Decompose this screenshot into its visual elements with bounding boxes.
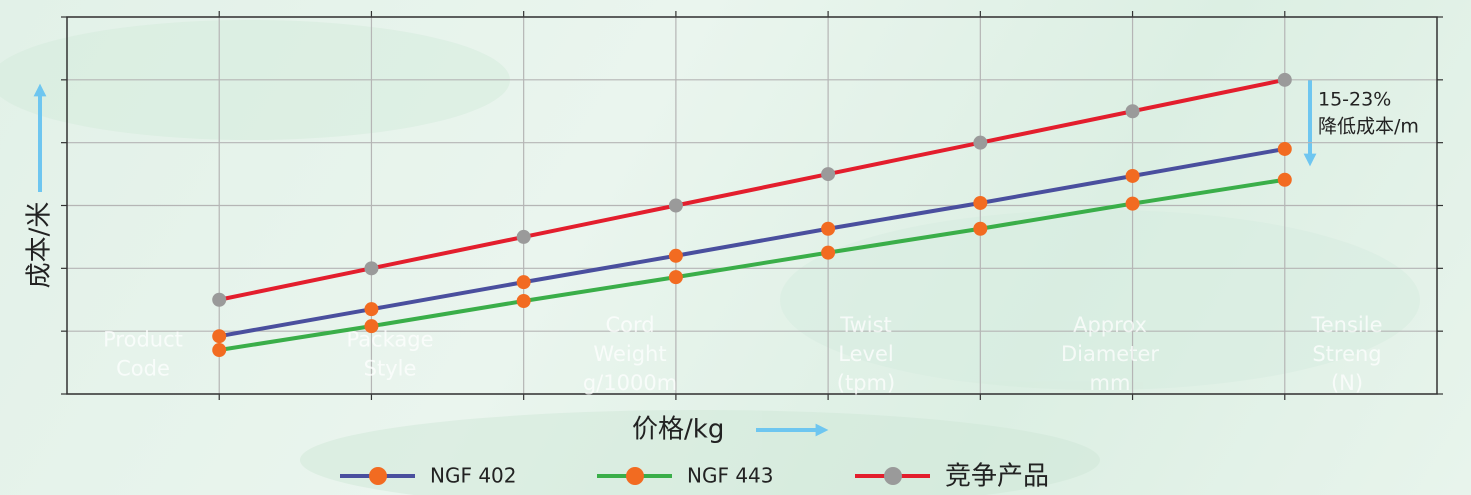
point [364,261,379,276]
legend-marker [626,467,644,485]
point [668,270,683,285]
annotation: 降低成本/m [1318,116,1419,138]
point [516,229,531,244]
background-text: Cord [605,313,654,337]
point [821,167,836,182]
series-line [218,77,1286,302]
background-text: Level [838,342,893,366]
legend-label: 竞争产品 [945,462,1049,492]
background-text: Weight [593,342,666,366]
legend-marker [884,467,902,485]
point [1125,196,1140,211]
annotation: 15-23% [1318,89,1391,111]
background-text: g/1000m [583,371,677,395]
series-line [218,146,1286,339]
legend-label: NGF 443 [687,464,774,488]
legend-marker [369,467,387,485]
y-axis-label: 成本/米 [25,202,55,289]
background-text: Approx [1073,313,1147,337]
background-text: (tpm) [837,371,895,395]
point [821,245,836,260]
point [1277,172,1292,187]
point [1125,168,1140,183]
background-text: Twist [839,313,892,337]
background-text: mm [1090,371,1131,395]
point [973,135,988,150]
point [1277,141,1292,156]
background-text: Code [116,357,170,381]
point [973,195,988,210]
background-text: Style [364,357,417,381]
background-text: Diameter [1061,342,1159,366]
background-text: Product [103,328,183,352]
point [212,343,227,358]
point [212,292,227,307]
point [516,275,531,290]
x-axis-label: 价格/kg [632,415,724,445]
background-text: (N) [1331,371,1363,395]
point [364,319,379,334]
series-line [218,177,1286,352]
point [212,329,227,344]
point [516,294,531,309]
legend-label: NGF 402 [430,464,517,488]
background-text: Tensile [1310,313,1382,337]
point [668,248,683,263]
point [364,302,379,317]
point [668,198,683,213]
point [1125,104,1140,119]
point [821,221,836,236]
background-text: Package [346,328,433,352]
background-shapes [0,20,1420,495]
point [1277,72,1292,87]
point [973,221,988,236]
background-text: Streng [1312,342,1381,366]
plot-frame [66,16,1438,395]
